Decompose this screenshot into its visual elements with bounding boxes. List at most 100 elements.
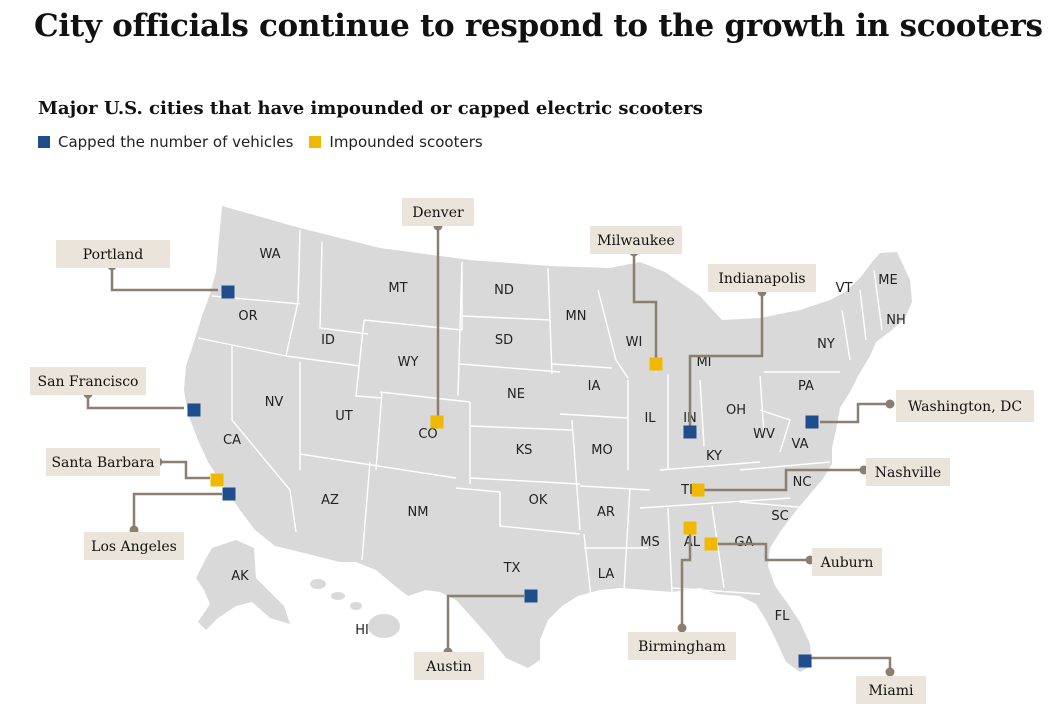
- city-label-auburn: Auburn: [812, 548, 882, 576]
- state-label-ks: KS: [516, 443, 533, 458]
- border-oh-pa: [759, 375, 765, 435]
- connector-washington-dc: [820, 402, 890, 424]
- connector-milwaukee: [632, 252, 658, 358]
- border-ne-ks: [469, 425, 573, 431]
- legend-swatch-capped: [38, 136, 50, 148]
- city-label-miami: Miami: [856, 676, 926, 704]
- city-label-text-milwaukee: Milwaukee: [597, 233, 675, 249]
- state-label-va: VA: [792, 437, 809, 452]
- city-label-indianapolis: Indianapolis: [708, 264, 816, 292]
- city-label-milwaukee: Milwaukee: [590, 226, 682, 254]
- state-label-ut: UT: [335, 409, 353, 424]
- connector-auburn: [718, 542, 810, 562]
- state-label-nv: NV: [265, 395, 284, 410]
- city-label-box-portland: [56, 240, 170, 268]
- state-label-or: OR: [238, 309, 257, 324]
- city-marker-santa-barbara: [210, 473, 224, 487]
- legend-item-impounded: Impounded scooters: [309, 133, 483, 151]
- connector-indianapolis: [688, 292, 764, 426]
- city-label-birmingham: Birmingham: [628, 632, 736, 660]
- city-marker-denver: [430, 415, 444, 429]
- state-label-ms: MS: [640, 535, 659, 550]
- connector-los-angeles: [132, 492, 222, 530]
- state-label-al: AL: [684, 535, 701, 550]
- city-marker-san-francisco: [187, 403, 201, 417]
- border-co-west: [375, 391, 383, 471]
- state-label-la: LA: [598, 567, 615, 582]
- state-borders: [197, 229, 883, 607]
- hawaii-island-1: [310, 579, 326, 589]
- connector-portland: [110, 266, 218, 292]
- city-marker-milwaukee: [649, 357, 663, 371]
- connector-dot-washington-dc: [885, 399, 895, 409]
- border-ms-al: [667, 507, 673, 593]
- state-label-wv: WV: [753, 427, 775, 442]
- state-label-mn: MN: [566, 309, 587, 324]
- connector-santa-barbara: [158, 460, 210, 480]
- border-nd-sd: [461, 315, 551, 321]
- border-co-north: [379, 391, 471, 403]
- state-label-fl: FL: [775, 609, 790, 624]
- map-subtitle: Major U.S. cities that have impounded or…: [38, 98, 703, 119]
- city-label-text-nashville: Nashville: [875, 465, 941, 481]
- state-label-ga: GA: [735, 535, 754, 550]
- city-marker-nashville: [691, 483, 705, 497]
- state-label-sd: SD: [495, 333, 513, 348]
- city-label-box-milwaukee: [590, 226, 682, 254]
- border-wy-ut: [355, 319, 383, 399]
- city-label-text-santa-barbara: Santa Barbara: [51, 455, 154, 471]
- border-nh-me: [873, 269, 883, 331]
- state-label-ak: AK: [231, 569, 249, 584]
- border-va-nc: [739, 461, 831, 471]
- city-label-text-birmingham: Birmingham: [638, 639, 726, 655]
- border-vt-nh: [859, 289, 867, 341]
- city-marker-los-angeles: [222, 487, 236, 501]
- connector-birmingham: [680, 532, 692, 628]
- city-label-los-angeles: Los Angeles: [84, 532, 184, 560]
- state-label-wa: WA: [259, 247, 280, 262]
- city-label-text-denver: Denver: [412, 205, 464, 221]
- border-nc-sc: [739, 501, 809, 509]
- state-label-hi: HI: [355, 623, 369, 638]
- border-id-nv: [285, 355, 361, 367]
- border-ia-mo: [559, 413, 629, 419]
- city-label-box-indianapolis: [708, 264, 816, 292]
- city-labels: Portland San Francisco Santa Barbara Los An…: [30, 198, 1034, 704]
- state-label-me: ME: [878, 273, 897, 288]
- city-marker-miami: [798, 654, 812, 668]
- city-label-text-miami: Miami: [869, 683, 914, 699]
- border-id-mt: [319, 241, 369, 335]
- state-label-ar: AR: [597, 505, 615, 520]
- border-ks-ok: [469, 477, 581, 485]
- state-label-wy: WY: [398, 355, 419, 370]
- state-label-pa: PA: [798, 379, 814, 394]
- city-label-box-los-angeles: [84, 532, 184, 560]
- alaska-shape: [196, 540, 290, 630]
- state-label-mo: MO: [591, 443, 612, 458]
- border-mt-wy: [363, 319, 463, 331]
- city-marker-indianapolis: [683, 425, 697, 439]
- legend-label-impounded: Impounded scooters: [329, 133, 483, 151]
- city-label-box-washington-dc: [896, 390, 1034, 422]
- michigan-shape: [612, 292, 728, 404]
- border-tx-la: [583, 533, 593, 607]
- legend-label-capped: Capped the number of vehicles: [58, 133, 294, 151]
- state-label-wi: WI: [626, 335, 643, 350]
- state-label-ny: NY: [817, 337, 835, 352]
- border-ga-fl: [671, 587, 761, 595]
- border-ca-nv: [231, 346, 297, 533]
- connector-dot-miami: [885, 667, 895, 677]
- hawaii-island-2: [331, 592, 345, 600]
- city-label-washington-dc: Washington, DC: [896, 390, 1034, 422]
- state-label-id: ID: [321, 333, 335, 348]
- city-marker-austin: [524, 589, 538, 603]
- land-mass: [184, 206, 912, 672]
- connector-san-francisco: [86, 394, 184, 410]
- state-label-nc: NC: [793, 475, 812, 490]
- border-west-nv: [197, 337, 287, 357]
- border-al-ga: [711, 505, 725, 589]
- city-markers: [187, 285, 819, 668]
- legend: Capped the number of vehicles Impounded …: [38, 133, 499, 151]
- connector-nashville: [704, 468, 864, 492]
